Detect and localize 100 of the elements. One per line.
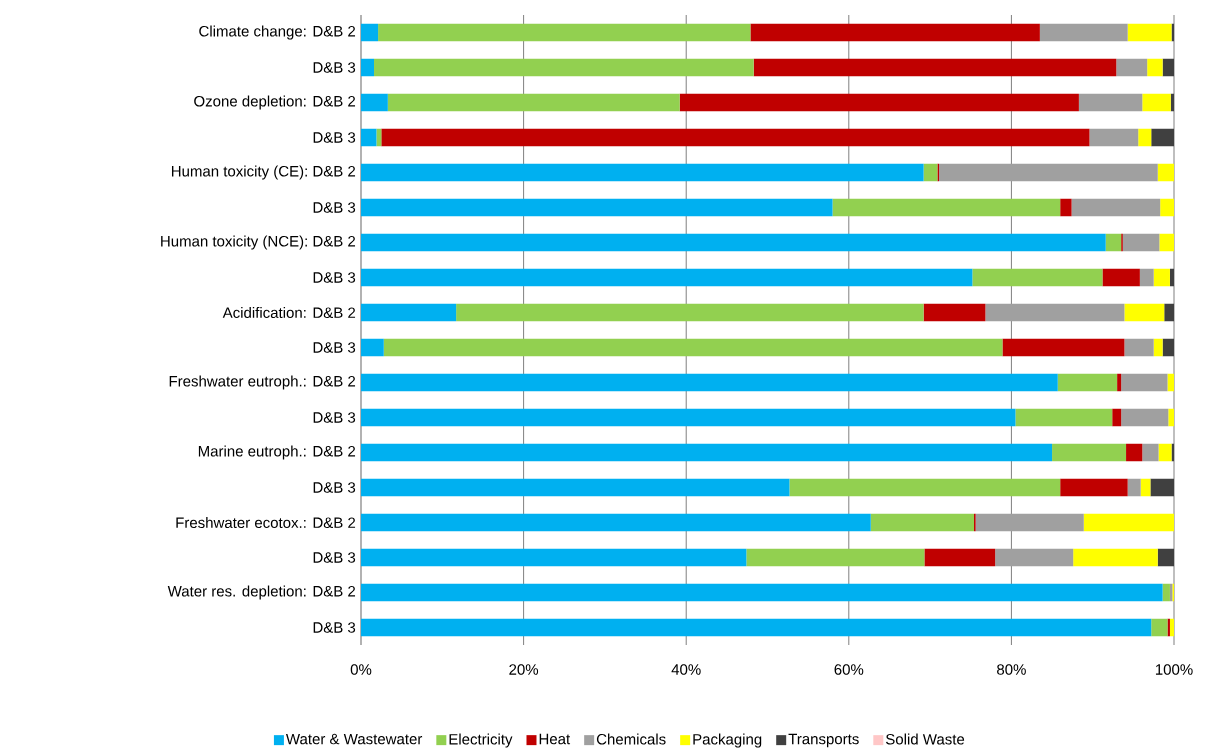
bar: [1102, 268, 1140, 287]
bar: [1052, 443, 1127, 462]
bar: [374, 58, 754, 77]
bar: [1116, 58, 1148, 77]
x-tick-label: 60%: [834, 664, 864, 675]
bar: [361, 268, 973, 287]
bar: [1162, 58, 1175, 77]
bar: [975, 513, 1084, 532]
bar: [361, 163, 924, 182]
bar: [1117, 373, 1122, 392]
bar: [376, 128, 382, 147]
bar: [1039, 23, 1128, 42]
bar: [985, 303, 1125, 322]
bar: [1168, 408, 1175, 427]
y-tick-label: D&B 3: [313, 342, 356, 353]
bar: [1151, 128, 1175, 147]
x-tick-label: 20%: [509, 664, 539, 675]
bar: [679, 93, 1079, 112]
bar: [1162, 583, 1170, 602]
bar: [789, 478, 1061, 497]
bar: [1083, 513, 1175, 532]
bar: [1157, 163, 1175, 182]
bar: [1157, 548, 1175, 567]
y-tick-label: Water res. depletion: D&B 2: [167, 585, 356, 600]
bar: [1153, 268, 1170, 287]
bar: [972, 268, 1103, 287]
bar: [378, 23, 751, 42]
bar: [361, 93, 388, 112]
bar: [1121, 408, 1169, 427]
bar: [1160, 198, 1175, 217]
bar: [753, 58, 1117, 77]
bar: [1121, 373, 1168, 392]
bar: [1164, 303, 1175, 322]
bar: [1078, 93, 1143, 112]
bar: [832, 198, 1061, 217]
bar: [923, 163, 938, 182]
bar: [1150, 478, 1175, 497]
bar: [870, 513, 975, 532]
bar: [1138, 128, 1152, 147]
bar: [361, 58, 375, 77]
bar: [1073, 548, 1158, 567]
bar: [361, 583, 1163, 602]
bar: [1124, 338, 1154, 357]
bar: [361, 303, 457, 322]
y-tick-label: Marine eutroph.: D&B 2: [198, 445, 356, 460]
bar: [1159, 233, 1175, 252]
bar: [1139, 268, 1154, 287]
y-tick-label: D&B 3: [313, 272, 356, 283]
bar: [1089, 128, 1139, 147]
bar: [1060, 198, 1072, 217]
bar: [1142, 443, 1159, 462]
y-tick-label: D&B 3: [313, 552, 356, 563]
bar: [1158, 443, 1172, 462]
legend-label: Electricity: [449, 733, 513, 748]
legend-label: Packaging: [693, 733, 762, 748]
legend-label: Chemicals: [596, 733, 666, 745]
bar: [750, 23, 1040, 42]
x-tick-label: 40%: [671, 664, 701, 675]
x-tick-label: 100%: [1155, 664, 1193, 675]
legend-label: Solid Waste: [885, 733, 965, 745]
bar: [995, 548, 1074, 567]
y-tick-label: Freshwater eutroph.: D&B 2: [169, 375, 356, 390]
legend-label: Heat: [539, 733, 571, 745]
bar: [1112, 408, 1122, 427]
bar: [1060, 478, 1128, 497]
bar: [456, 303, 924, 322]
bar: [361, 443, 1053, 462]
y-tick-label: D&B 3: [313, 482, 356, 493]
bar: [1127, 23, 1172, 42]
bar: [361, 513, 871, 532]
x-tick-label: 80%: [997, 664, 1026, 675]
bar: [361, 618, 1152, 637]
bar: [1153, 338, 1163, 357]
bar: [924, 548, 996, 567]
y-tick-label: Ozone depletion: D&B 2: [194, 95, 356, 110]
bar: [361, 338, 384, 357]
y-tick-label: Freshwater ecotox.: D&B 2: [176, 516, 356, 529]
legend-label: Water & Wastewater: [285, 733, 423, 745]
bar: [1105, 233, 1122, 252]
bar: [1057, 373, 1118, 392]
bar: [361, 408, 1016, 427]
bar: [387, 93, 680, 112]
bar: [1147, 58, 1163, 77]
bar: [746, 548, 925, 567]
y-tick-label: D&B 3: [313, 412, 356, 423]
bar: [1015, 408, 1113, 427]
y-tick-label: Climate change: D&B 2: [199, 25, 356, 40]
y-tick-label: Human toxicity (CE): D&B 2: [171, 165, 356, 180]
bar: [381, 128, 1090, 147]
y-tick-label: D&B 3: [313, 622, 356, 633]
bar: [1122, 233, 1160, 252]
bar: [1127, 478, 1141, 497]
bar: [361, 233, 1106, 252]
bar: [1126, 443, 1143, 462]
bar: [1124, 303, 1165, 322]
x-tick-label: 0%: [350, 664, 372, 675]
bar: [361, 478, 790, 497]
bar: [361, 128, 377, 147]
bar: [361, 548, 747, 567]
bar: [1142, 93, 1171, 112]
